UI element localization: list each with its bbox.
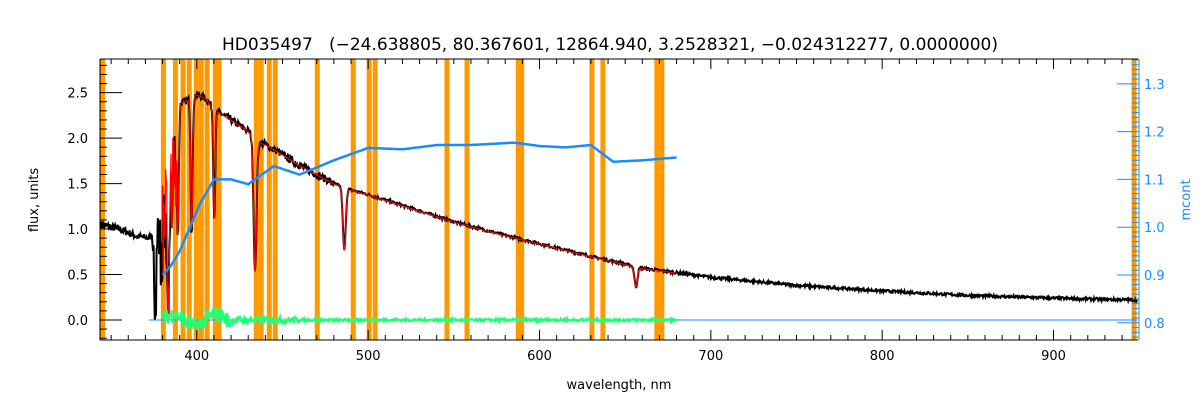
mask-line (589, 59, 595, 340)
residual-line (161, 307, 678, 334)
mask-line (180, 59, 186, 340)
y-tick-label: 2.5 (67, 87, 88, 102)
x-tick-label: 900 (1041, 349, 1066, 364)
y-axis-label: flux, units (27, 168, 42, 233)
y2-tick-label: 0.9 (1144, 269, 1165, 284)
y-tick-label: 2.0 (67, 132, 88, 147)
observed-flux-line (99, 90, 1139, 321)
y-tick-label: 1.5 (67, 178, 88, 193)
y2-tick-label: 1.1 (1144, 173, 1165, 188)
x-axis-label: wavelength, nm (567, 378, 672, 393)
y2-tick-label: 1.3 (1144, 78, 1165, 93)
mask-line (266, 59, 272, 340)
mask-line (314, 59, 320, 340)
mask-lines (100, 59, 1137, 340)
x-tick-label: 700 (698, 349, 723, 364)
y-tick-label: 0.5 (67, 269, 88, 284)
mask-line (366, 59, 372, 340)
mask-line (1131, 59, 1137, 340)
mask-line (193, 59, 199, 340)
traces (99, 90, 1139, 334)
mask-line (654, 59, 660, 340)
y-tick-label: 1.0 (67, 223, 88, 238)
mask-line (464, 59, 470, 340)
mask-line (519, 59, 525, 340)
mask-line (272, 59, 278, 340)
model-flux-line (162, 94, 677, 321)
mask-line (600, 59, 606, 340)
mask-line (186, 59, 192, 340)
x-tick-label: 400 (184, 349, 209, 364)
mask-line (444, 59, 450, 340)
mask-line (100, 59, 106, 340)
x-tick-label: 800 (870, 349, 895, 364)
mcont-line (161, 141, 677, 276)
x-tick-label: 500 (356, 349, 381, 364)
mask-line (659, 59, 665, 340)
x-tick-label: 600 (527, 349, 552, 364)
mask-line (216, 59, 222, 340)
y2-tick-label: 0.8 (1144, 317, 1165, 332)
y2-tick-label: 1.0 (1144, 221, 1165, 236)
mask-line (350, 59, 356, 340)
mask-line (515, 59, 521, 340)
mask-line (258, 59, 264, 340)
y-tick-label: 0.0 (67, 314, 88, 329)
y2-tick-label: 1.2 (1144, 126, 1165, 141)
axes: 400 500 600 700 800 900 0.0 0.5 1.0 1.5 2.0 2.5 0.8 0… (67, 58, 1165, 364)
chart-title: HD035497 (−24.638805, 80.367601, 12864.9… (222, 35, 998, 55)
mask-line (204, 59, 210, 340)
y2-axis-label: mcont (1179, 179, 1194, 220)
